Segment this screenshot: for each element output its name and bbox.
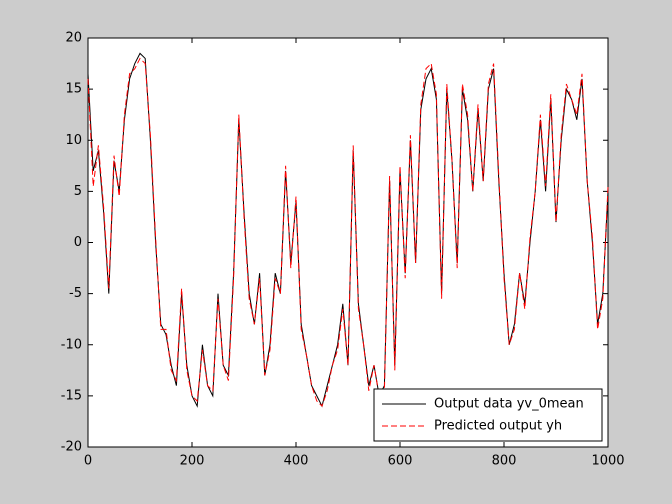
y-tick-label: 20 [65, 31, 82, 46]
legend: Output data yv_0mean Predicted output yh [373, 388, 603, 442]
plot-layer: 0 200 400 600 800 1000 -20 -15 -10 -5 0 5 10 15 20 Outp… [61, 31, 625, 469]
legend-label: Predicted output yh [434, 419, 562, 434]
x-tick-label: 800 [492, 454, 517, 469]
x-tick-label: 600 [388, 454, 413, 469]
x-tick-label: 400 [284, 454, 309, 469]
x-tick-label: 0 [84, 454, 92, 469]
x-tick-label: 1000 [591, 454, 624, 469]
series-line [87, 57, 609, 408]
x-tick-label: 200 [180, 454, 205, 469]
y-tick-label: 15 [65, 82, 82, 97]
y-tick-label: -20 [61, 440, 82, 455]
legend-box [373, 388, 603, 442]
y-tick-label: 0 [74, 235, 82, 250]
y-tick-label: -10 [61, 337, 82, 352]
y-tick-label: -5 [69, 286, 82, 301]
y-tick-label: 10 [65, 133, 82, 148]
legend-label: Output data yv_0mean [434, 397, 584, 412]
y-tick-label: 5 [74, 184, 82, 199]
y-tick-label: -15 [61, 388, 82, 403]
series-line [87, 52, 609, 408]
